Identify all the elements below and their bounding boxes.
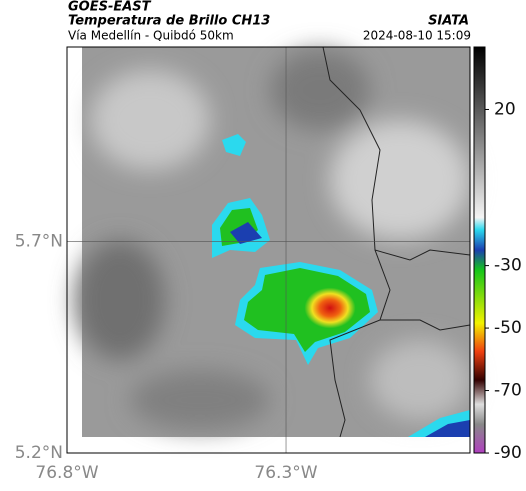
x-tick-label: 76.3°W (254, 463, 317, 483)
subtitle: Vía Medellín - Quibdó 50km (68, 29, 234, 43)
colorbar (473, 46, 486, 454)
satellite-image (75, 46, 471, 438)
map-frame (66, 46, 471, 454)
x-tick-label: 76.8°W (35, 463, 98, 483)
y-tick-label: 5.2°N (15, 443, 63, 463)
org: SIATA (428, 14, 469, 29)
colorbar-tick-label: -50 (494, 318, 522, 338)
colorbar-tick-label: -30 (494, 256, 522, 276)
y-tick-label: 5.7°N (15, 232, 63, 252)
title: Temperatura de Brillo CH13 (68, 14, 270, 29)
colorbar-tick-label: -70 (494, 381, 522, 401)
colorbar-tick-label: 20 (494, 99, 516, 119)
timestamp: 2024-08-10 15:09 (363, 29, 471, 43)
source: GOES-EAST (68, 0, 152, 15)
colorbar-tick-label: -90 (494, 443, 522, 463)
